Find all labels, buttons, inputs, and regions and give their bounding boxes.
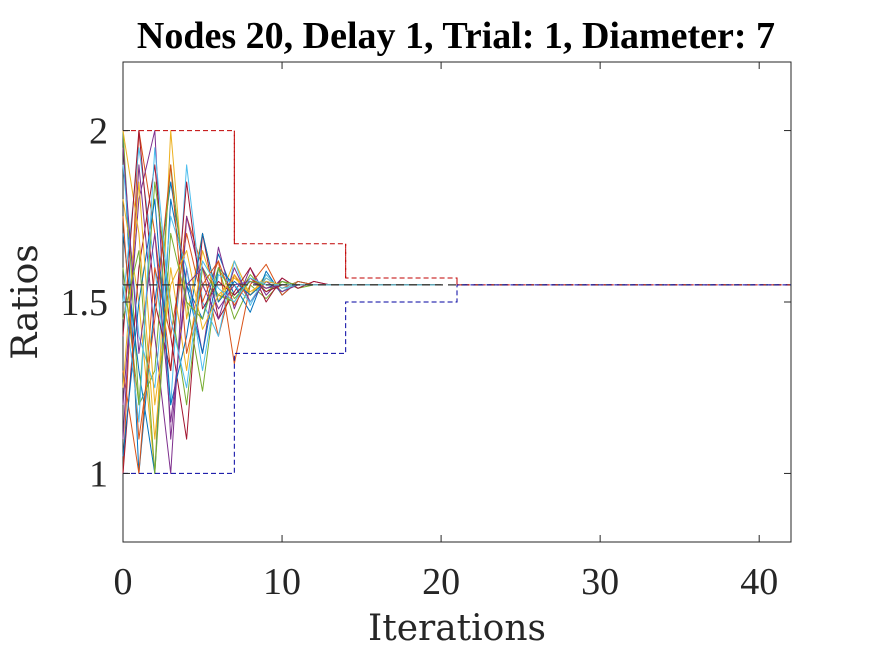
x-tick-label: 40	[740, 561, 778, 603]
x-axis-label: Iterations	[368, 608, 546, 649]
lower-bound-line	[123, 284, 791, 474]
x-tick-label: 20	[422, 561, 460, 603]
y-tick-label: 2	[89, 111, 108, 153]
x-tick-label: 0	[114, 561, 133, 603]
bounds-layer	[123, 130, 791, 474]
x-tick-label: 30	[581, 561, 619, 603]
y-tick-label: 1.5	[61, 282, 109, 324]
x-tick-label: 10	[263, 561, 301, 603]
y-tick-label: 1	[89, 453, 108, 495]
ticks-layer: 0 10 20 30 40 1 1.5 2	[61, 62, 791, 603]
y-axis-label: Ratios	[5, 244, 46, 360]
chart-title: Nodes 20, Delay 1, Trial: 1, Diameter: 7	[137, 15, 775, 57]
